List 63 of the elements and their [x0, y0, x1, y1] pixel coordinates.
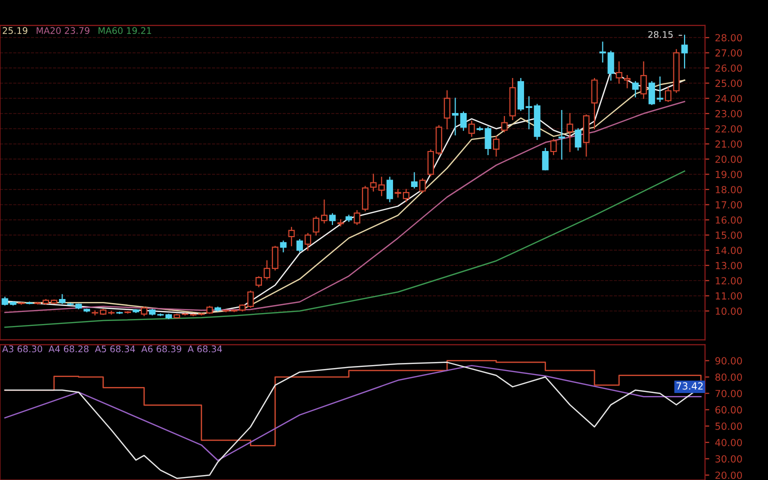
- y-tick-label: 80.00: [715, 373, 742, 381]
- y-tick-label: 11.00: [716, 292, 742, 300]
- candlestick: [640, 61, 647, 99]
- candlestick: [272, 246, 278, 271]
- candlestick: [558, 110, 565, 160]
- candlestick: [501, 116, 508, 132]
- candlestick: [574, 128, 582, 151]
- y-tick-label: 90.00: [715, 357, 742, 364]
- line-series: [4, 364, 702, 462]
- y-tick-label: 23.00: [715, 110, 742, 118]
- y-tick-label: 70.00: [716, 390, 742, 398]
- candlestick: [632, 81, 639, 98]
- y-tick-label: 60.00: [715, 406, 742, 414]
- y-tick-label: 12.00: [716, 277, 742, 284]
- candlestick: [402, 188, 410, 202]
- annotation: 73.42: [676, 382, 703, 390]
- candlestick: [492, 136, 500, 157]
- y-tick-label: 14.00: [716, 246, 742, 254]
- candlestick: [58, 294, 66, 304]
- annotation: MA20 23.79: [36, 27, 90, 34]
- candlestick: [411, 172, 418, 189]
- annotation: 25.19: [2, 27, 28, 34]
- candlestick: [419, 178, 426, 194]
- y-tick-label: 25.00: [715, 80, 742, 87]
- candlestick: [542, 148, 549, 170]
- candlestick: [444, 90, 450, 130]
- y-tick-label: 19.00: [716, 170, 742, 178]
- y-tick-label: 18.00: [716, 186, 742, 194]
- candlestick: [566, 112, 574, 152]
- line-series: [4, 170, 686, 328]
- y-tick-label: 24.00: [715, 94, 742, 102]
- annotation: 28.15: [648, 31, 673, 38]
- y-tick-label: 20.00: [715, 472, 742, 479]
- candlestick: [296, 239, 303, 252]
- annotation: A3 68.30 A4 68.28 A5 68.34 A6 68.39 A 68.34: [2, 345, 222, 352]
- y-tick-label: 30.00: [715, 455, 742, 463]
- candlestick: [550, 138, 557, 156]
- annotation: MA60 19.21: [98, 27, 152, 34]
- y-tick-label: 40.00: [715, 438, 742, 446]
- candlestick: [247, 290, 254, 308]
- y-tick-label: 20.00: [715, 156, 742, 163]
- y-tick-label: 22.00: [715, 125, 742, 133]
- y-tick-label: 21.00: [715, 140, 742, 148]
- y-tick-label: 13.00: [716, 262, 742, 270]
- y-tick-label: 27.00: [715, 49, 742, 57]
- y-tick-label: 10.00: [716, 307, 742, 315]
- candlestick: [124, 311, 131, 314]
- y-tick-label: 15.00: [716, 232, 742, 239]
- y-tick-label: 16.00: [716, 216, 742, 224]
- candlestick: [304, 232, 312, 251]
- y-tick-label: 50.00: [715, 422, 742, 430]
- candlestick: [484, 126, 492, 156]
- candlestick: [354, 210, 360, 225]
- candlestick: [329, 213, 336, 225]
- candlestick: [378, 176, 385, 196]
- y-tick-label: 26.00: [715, 64, 742, 72]
- candlestick: [288, 226, 295, 246]
- y-tick-label: 17.00: [716, 201, 742, 208]
- candlestick: [386, 176, 394, 202]
- candlestick: [591, 78, 598, 130]
- candlestick: [468, 120, 475, 137]
- candlestick: [280, 240, 287, 252]
- y-tick-label: 28.00: [715, 34, 742, 42]
